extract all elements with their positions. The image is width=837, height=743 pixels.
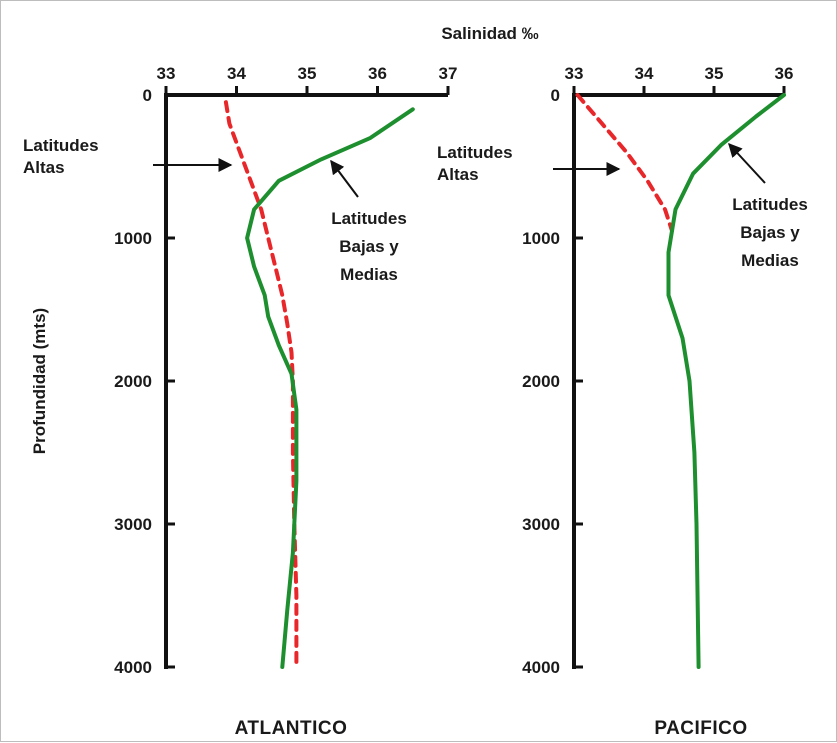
series-line-atlantico-high-latitudes [223, 100, 299, 669]
annotation-atl-high: Latitudes Altas [23, 136, 99, 177]
x-tick-label: 33 [157, 64, 176, 83]
arrow-atl-low [330, 159, 359, 198]
annotation-line: Latitudes [437, 143, 513, 162]
panel-title-atlantico: ATLANTICO [235, 718, 348, 739]
shared-xlabel: Salinidad ‰ [441, 24, 538, 43]
annotation-line: Latitudes [331, 209, 407, 228]
x-tick-label: 35 [705, 64, 724, 83]
y-tick-label: 1000 [522, 229, 560, 248]
annotation-line: Bajas y [740, 223, 800, 242]
y-tick-label: 4000 [114, 658, 152, 677]
annotation-line: Latitudes [23, 136, 99, 155]
annotation-atl-low: Latitudes Bajas y Medias [331, 209, 407, 284]
annotation-line: Altas [437, 165, 479, 184]
y-tick-label: 4000 [522, 658, 560, 677]
x-tick-label: 36 [368, 64, 387, 83]
annotation-line: Altas [23, 158, 65, 177]
series-line-atlantico-low-mid-latitudes [245, 107, 415, 669]
annotation-line: Bajas y [339, 237, 399, 256]
annotation-pac-low: Latitudes Bajas y Medias [732, 195, 808, 270]
annotation-pac-high: Latitudes Altas [437, 143, 513, 184]
y-tick-label: 3000 [522, 515, 560, 534]
x-tick-label: 33 [565, 64, 584, 83]
x-tick-label: 36 [775, 64, 794, 83]
x-tick-label: 35 [298, 64, 317, 83]
y-tick-label: 3000 [114, 515, 152, 534]
y-tick-label: 1000 [114, 229, 152, 248]
annotation-line: Medias [340, 265, 398, 284]
series-line-pacifico-low-mid-latitudes [666, 93, 786, 669]
series-line-pacifico-high-latitudes [575, 93, 674, 233]
annotation-line: Medias [741, 251, 799, 270]
y-tick-label: 2000 [522, 372, 560, 391]
annotation-line: Latitudes [732, 195, 808, 214]
y-tick-label: 0 [551, 86, 560, 105]
x-tick-label: 34 [227, 64, 246, 83]
ylabel: Profundidad (mts) [30, 308, 49, 454]
arrow-pac-low [728, 142, 766, 184]
panel-title-pacifico: PACIFICO [654, 718, 747, 739]
x-tick-label: 34 [635, 64, 654, 83]
y-tick-label: 0 [143, 86, 152, 105]
y-tick-label: 2000 [114, 372, 152, 391]
x-tick-label: 37 [439, 64, 458, 83]
